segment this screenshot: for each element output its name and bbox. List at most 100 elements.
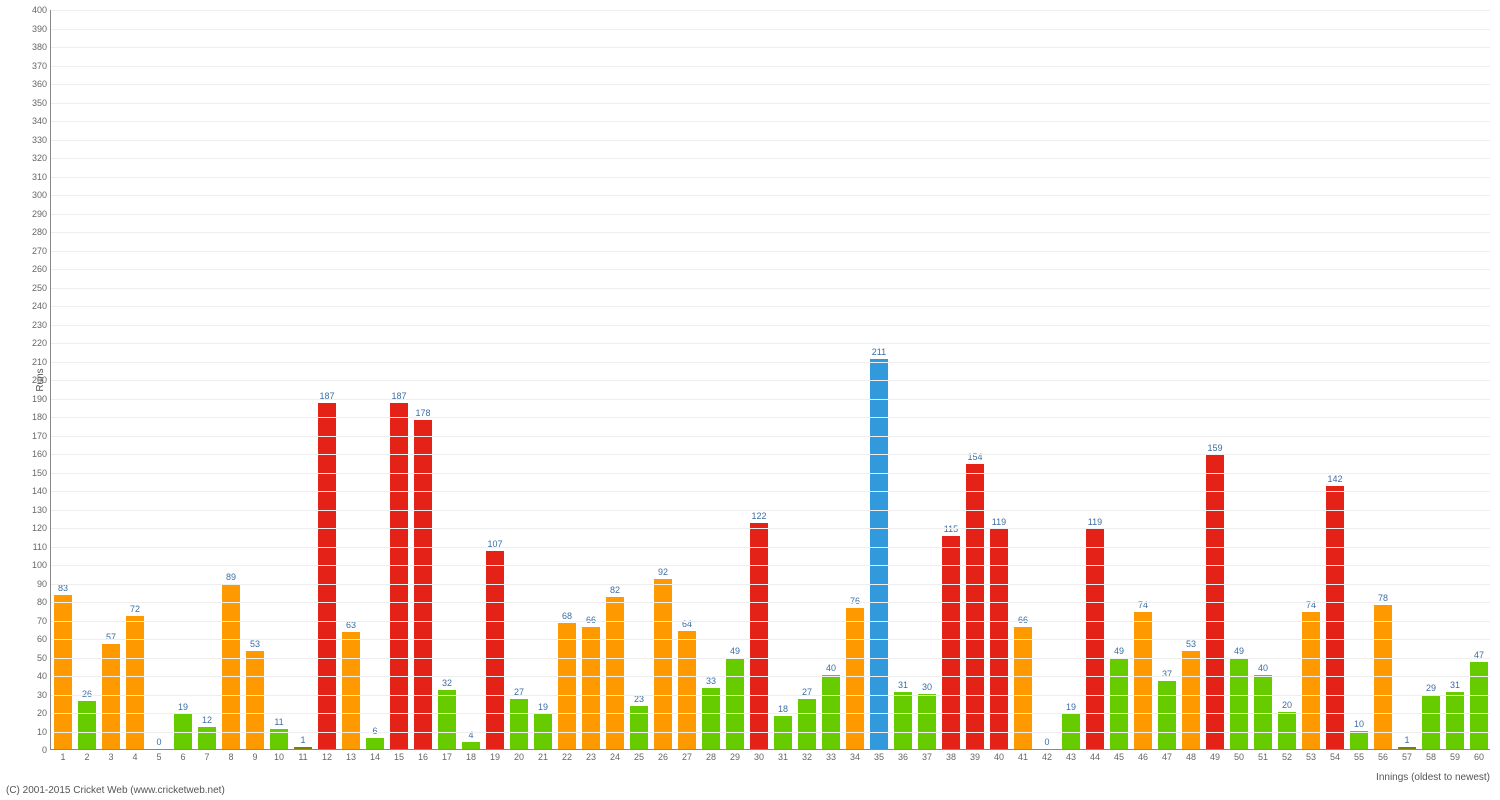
bar-value-label: 11 bbox=[274, 717, 283, 727]
bar: 37 bbox=[1158, 681, 1175, 749]
y-tick-label: 290 bbox=[32, 209, 47, 219]
y-tick-label: 250 bbox=[32, 283, 47, 293]
bar: 12 bbox=[198, 727, 215, 749]
x-tick-label: 25 bbox=[634, 752, 644, 762]
x-tick-label: 54 bbox=[1330, 752, 1340, 762]
gridline bbox=[51, 621, 1490, 622]
gridline bbox=[51, 343, 1490, 344]
bar: 76 bbox=[846, 608, 863, 749]
x-axis-title: Innings (oldest to newest) bbox=[1376, 772, 1490, 783]
bar-value-label: 92 bbox=[658, 567, 668, 577]
bar-value-label: 12 bbox=[202, 715, 212, 725]
x-tick-label: 26 bbox=[658, 752, 668, 762]
bar: 31 bbox=[1446, 692, 1463, 749]
bar-value-label: 159 bbox=[1207, 443, 1222, 453]
bar: 29 bbox=[1422, 695, 1439, 749]
gridline bbox=[51, 195, 1490, 196]
bar: 10 bbox=[1350, 731, 1367, 750]
gridline bbox=[51, 639, 1490, 640]
bar-value-label: 89 bbox=[226, 572, 236, 582]
x-tick-label: 17 bbox=[442, 752, 452, 762]
x-tick-label: 22 bbox=[562, 752, 572, 762]
gridline bbox=[51, 121, 1490, 122]
gridline bbox=[51, 658, 1490, 659]
chart-container: Runs 83265772019128953111187636187178324… bbox=[30, 10, 1490, 770]
x-tick-label: 58 bbox=[1426, 752, 1436, 762]
bar-value-label: 19 bbox=[178, 702, 188, 712]
gridline bbox=[51, 565, 1490, 566]
x-tick-label: 48 bbox=[1186, 752, 1196, 762]
gridline bbox=[51, 177, 1490, 178]
bar: 142 bbox=[1326, 486, 1343, 749]
y-tick-label: 150 bbox=[32, 468, 47, 478]
bar: 6 bbox=[366, 738, 383, 749]
bar: 27 bbox=[798, 699, 815, 749]
x-tick-label: 16 bbox=[418, 752, 428, 762]
x-tick-label: 12 bbox=[322, 752, 332, 762]
x-tick-label: 5 bbox=[156, 752, 161, 762]
x-tick-label: 53 bbox=[1306, 752, 1316, 762]
y-tick-label: 120 bbox=[32, 523, 47, 533]
bar-value-label: 82 bbox=[610, 585, 620, 595]
bar-value-label: 1 bbox=[1404, 735, 1409, 745]
gridline bbox=[51, 380, 1490, 381]
bar: 72 bbox=[126, 616, 143, 749]
y-tick-label: 180 bbox=[32, 412, 47, 422]
x-tick-label: 40 bbox=[994, 752, 1004, 762]
gridline bbox=[51, 732, 1490, 733]
bar-value-label: 1 bbox=[300, 735, 305, 745]
bar: 26 bbox=[78, 701, 95, 749]
bar: 30 bbox=[918, 694, 935, 750]
bar: 74 bbox=[1302, 612, 1319, 749]
gridline bbox=[51, 288, 1490, 289]
bar-value-label: 0 bbox=[1044, 737, 1049, 747]
bar-value-label: 107 bbox=[487, 539, 502, 549]
y-tick-label: 360 bbox=[32, 79, 47, 89]
x-tick-label: 39 bbox=[970, 752, 980, 762]
x-tick-label: 15 bbox=[394, 752, 404, 762]
gridline bbox=[51, 547, 1490, 548]
gridline bbox=[51, 29, 1490, 30]
bar-value-label: 27 bbox=[802, 687, 812, 697]
y-tick-label: 260 bbox=[32, 264, 47, 274]
x-tick-label: 30 bbox=[754, 752, 764, 762]
x-tick-label: 32 bbox=[802, 752, 812, 762]
x-tick-label: 47 bbox=[1162, 752, 1172, 762]
y-tick-label: 110 bbox=[33, 542, 47, 552]
x-tick-label: 8 bbox=[228, 752, 233, 762]
bar-value-label: 142 bbox=[1327, 474, 1342, 484]
x-tick-label: 27 bbox=[682, 752, 692, 762]
bar: 20 bbox=[1278, 712, 1295, 749]
x-tick-label: 42 bbox=[1042, 752, 1052, 762]
bar: 27 bbox=[510, 699, 527, 749]
x-tick-label: 7 bbox=[204, 752, 209, 762]
x-tick-label: 33 bbox=[826, 752, 836, 762]
y-tick-label: 50 bbox=[37, 653, 47, 663]
x-tick-label: 44 bbox=[1090, 752, 1100, 762]
x-tick-label: 10 bbox=[274, 752, 284, 762]
y-tick-label: 380 bbox=[32, 42, 47, 52]
x-tick-label: 19 bbox=[490, 752, 500, 762]
y-tick-label: 330 bbox=[32, 135, 47, 145]
x-tick-label: 9 bbox=[252, 752, 257, 762]
bar: 107 bbox=[486, 551, 503, 749]
bar-value-label: 19 bbox=[538, 702, 548, 712]
y-tick-label: 190 bbox=[32, 394, 47, 404]
x-tick-label: 1 bbox=[60, 752, 65, 762]
x-tick-label: 2 bbox=[84, 752, 89, 762]
y-tick-label: 300 bbox=[32, 190, 47, 200]
x-tick-label: 34 bbox=[850, 752, 860, 762]
gridline bbox=[51, 158, 1490, 159]
y-tick-label: 70 bbox=[37, 616, 47, 626]
x-tick-label: 4 bbox=[132, 752, 137, 762]
y-tick-label: 160 bbox=[32, 449, 47, 459]
gridline bbox=[51, 695, 1490, 696]
bar-value-label: 49 bbox=[730, 646, 740, 656]
x-tick-label: 56 bbox=[1378, 752, 1388, 762]
bar-value-label: 211 bbox=[872, 347, 886, 357]
bar-value-label: 31 bbox=[898, 680, 908, 690]
x-tick-label: 23 bbox=[586, 752, 596, 762]
gridline bbox=[51, 232, 1490, 233]
x-tick-label: 52 bbox=[1282, 752, 1292, 762]
y-tick-label: 230 bbox=[32, 320, 47, 330]
